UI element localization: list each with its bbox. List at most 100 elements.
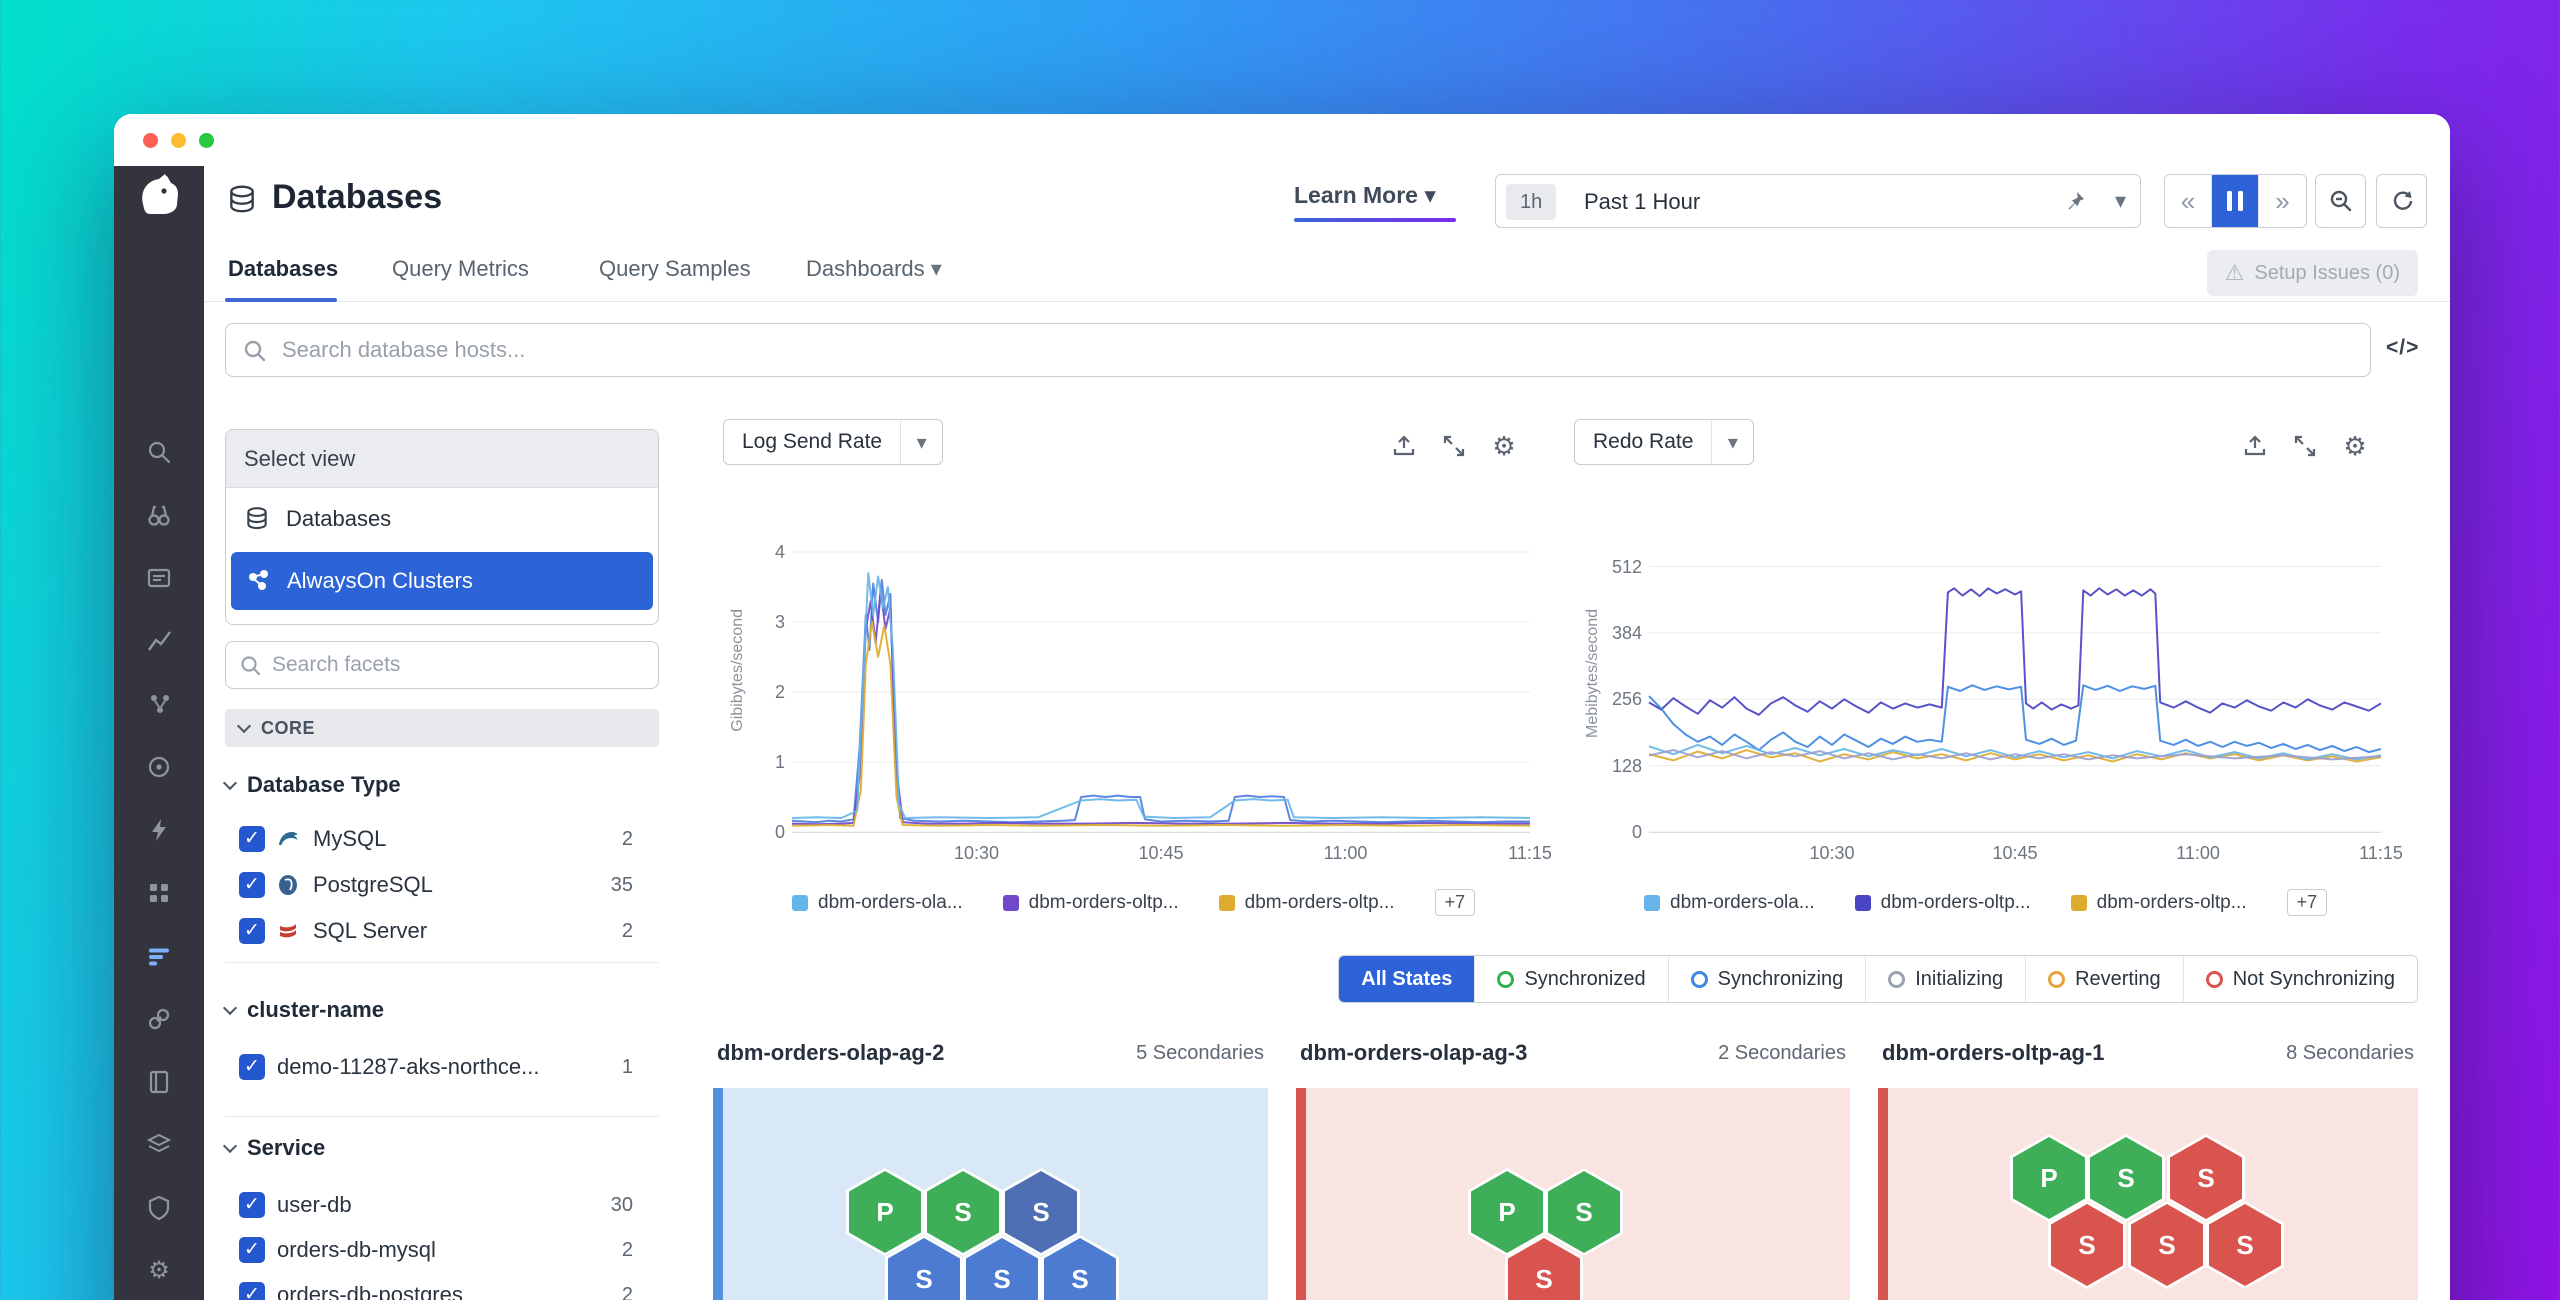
gear-icon[interactable]: ⚙: [2343, 430, 2367, 461]
close-window-button[interactable]: [143, 133, 158, 148]
chevron-down-icon: [222, 775, 238, 791]
notebooks-icon[interactable]: [145, 1068, 173, 1096]
expand-icon[interactable]: [1439, 431, 1469, 461]
secondaries-count: 2 Secondaries: [1718, 1042, 1846, 1064]
checkbox-checked[interactable]: ✓: [239, 1237, 265, 1263]
checkbox-checked[interactable]: ✓: [239, 826, 265, 852]
databases-nav-icon-active[interactable]: [145, 942, 173, 970]
chevron-down-icon: [236, 718, 252, 734]
tab-databases[interactable]: Databases: [228, 256, 339, 281]
legend-more-badge[interactable]: +7: [1434, 889, 1476, 916]
y-tick-label: 0: [774, 822, 785, 842]
mysql-icon: [277, 828, 299, 850]
window-titlebar: [114, 114, 2450, 166]
tab-query-metrics[interactable]: Query Metrics: [392, 256, 529, 281]
facet-search-input[interactable]: [272, 642, 642, 688]
search-nav-icon[interactable]: [145, 438, 173, 466]
facet-panel: Select view Databases AlwaysOn Clusters …: [222, 414, 659, 1300]
log-send-rate-plot[interactable]: [791, 551, 1531, 833]
facet-group-cluster-name[interactable]: cluster-name: [222, 990, 659, 1030]
setup-issues-button[interactable]: ⚠ Setup Issues (0): [2206, 250, 2418, 296]
legend-item[interactable]: dbm-orders-ola...: [1644, 892, 1815, 914]
pin-icon[interactable]: [2064, 189, 2088, 213]
maximize-window-button[interactable]: [199, 133, 214, 148]
cluster-card-olap-ag-3[interactable]: dbm-orders-olap-ag-3 2 Secondaries P S S: [1296, 1028, 1850, 1300]
view-item-alwayson-clusters[interactable]: AlwaysOn Clusters: [231, 552, 653, 610]
state-filter-synchronizing[interactable]: Synchronizing: [1667, 956, 1866, 1002]
cluster-card-header: dbm-orders-olap-ag-3 2 Secondaries: [1296, 1028, 1850, 1084]
ci-link-icon[interactable]: [145, 1005, 173, 1033]
facet-group-service[interactable]: Service: [222, 1128, 659, 1168]
datadog-logo[interactable]: [135, 172, 183, 220]
legend-item[interactable]: dbm-orders-oltp...: [1854, 892, 2031, 914]
legend-item[interactable]: dbm-orders-oltp...: [1002, 892, 1179, 914]
y-tick-label: 1: [774, 752, 785, 772]
legend-item[interactable]: dbm-orders-oltp...: [2070, 892, 2247, 914]
caret-down-icon[interactable]: ▾: [2114, 188, 2126, 213]
legend-swatch: [1218, 894, 1235, 911]
export-icon[interactable]: [2240, 431, 2270, 461]
tab-dashboards[interactable]: Dashboards ▾: [806, 256, 942, 281]
redo-rate-plot[interactable]: [1648, 552, 2382, 833]
x-tick-label: 10:30: [953, 843, 1000, 863]
layers-icon[interactable]: [145, 1131, 173, 1159]
secondaries-count: 8 Secondaries: [2286, 1042, 2414, 1064]
legend-item[interactable]: dbm-orders-ola...: [792, 892, 963, 914]
logs-nav-icon[interactable]: [145, 564, 173, 592]
time-range-picker[interactable]: 1h Past 1 Hour ▾: [1495, 174, 2141, 228]
cluster-name[interactable]: dbm-orders-olap-ag-3: [1300, 1040, 1528, 1065]
y-tick-label: 2: [774, 682, 785, 702]
settings-gear-icon[interactable]: ⚙: [148, 1257, 170, 1284]
x-tick-label: 11:00: [2176, 843, 2220, 863]
state-filter-synchronized[interactable]: Synchronized: [1474, 956, 1668, 1002]
metrics-nav-icon[interactable]: [145, 627, 173, 655]
minimize-window-button[interactable]: [171, 133, 186, 148]
cluster-card-olap-ag-2[interactable]: dbm-orders-olap-ag-2 5 Secondaries P S S…: [713, 1028, 1268, 1300]
cluster-name[interactable]: dbm-orders-olap-ag-2: [717, 1040, 945, 1065]
refresh-button[interactable]: [2376, 174, 2427, 228]
zoom-out-button[interactable]: [2315, 174, 2366, 228]
legend-more-badge[interactable]: +7: [2286, 889, 2328, 916]
checkbox-checked[interactable]: ✓: [239, 1054, 265, 1080]
time-range-label: Past 1 Hour: [1584, 189, 1701, 214]
state-filter-not-synchronizing[interactable]: Not Synchronizing: [2182, 956, 2417, 1002]
metric-selector-dropdown[interactable]: Redo Rate ▾: [1574, 419, 1755, 465]
checkbox-checked[interactable]: ✓: [239, 1282, 265, 1300]
learn-more-dropdown[interactable]: Learn More ▾: [1294, 182, 1436, 208]
state-filter-reverting[interactable]: Reverting: [2025, 956, 2183, 1002]
facet-group-database-type[interactable]: Database Type: [222, 765, 659, 805]
security-shield-icon[interactable]: [145, 1194, 173, 1222]
state-filter-all-states[interactable]: All States: [1339, 956, 1475, 1002]
search-icon: [242, 338, 268, 364]
checkbox-checked[interactable]: ✓: [239, 918, 265, 944]
gear-icon[interactable]: ⚙: [1492, 430, 1516, 461]
export-icon[interactable]: [1389, 431, 1419, 461]
metric-selector-dropdown[interactable]: Log Send Rate ▾: [723, 419, 944, 465]
legend-item[interactable]: dbm-orders-oltp...: [1218, 892, 1395, 914]
watchdog-binoculars-icon[interactable]: [145, 501, 173, 529]
cluster-name[interactable]: dbm-orders-oltp-ag-1: [1882, 1040, 2105, 1065]
integrations-grid-icon[interactable]: [145, 879, 173, 907]
reverting-state-icon: [2048, 970, 2066, 988]
code-view-icon[interactable]: </>: [2386, 336, 2420, 359]
page-title: Databases: [272, 178, 443, 216]
cluster-topology: P S S: [1296, 1088, 1850, 1300]
tab-query-samples[interactable]: Query Samples: [599, 256, 751, 281]
events-bolt-icon[interactable]: [145, 816, 173, 844]
rewind-button[interactable]: «: [2165, 175, 2212, 227]
host-search-input[interactable]: [282, 324, 2182, 376]
synthetics-target-icon[interactable]: [145, 753, 173, 781]
checkbox-checked[interactable]: ✓: [239, 872, 265, 898]
cluster-topology: P S S S S S: [713, 1088, 1268, 1300]
pause-button[interactable]: [2212, 175, 2259, 227]
core-section-header[interactable]: CORE: [225, 709, 659, 747]
chart-legend: dbm-orders-ola... dbm-orders-oltp... dbm…: [792, 889, 1476, 916]
checkbox-checked[interactable]: ✓: [239, 1192, 265, 1218]
state-filter-initializing[interactable]: Initializing: [1865, 956, 2026, 1002]
expand-icon[interactable]: [2290, 431, 2320, 461]
apm-cluster-icon[interactable]: [145, 690, 173, 718]
cluster-card-oltp-ag-1[interactable]: dbm-orders-oltp-ag-1 8 Secondaries P S S…: [1878, 1028, 2418, 1300]
view-item-databases[interactable]: Databases: [226, 488, 658, 550]
fast-forward-button[interactable]: »: [2259, 175, 2306, 227]
